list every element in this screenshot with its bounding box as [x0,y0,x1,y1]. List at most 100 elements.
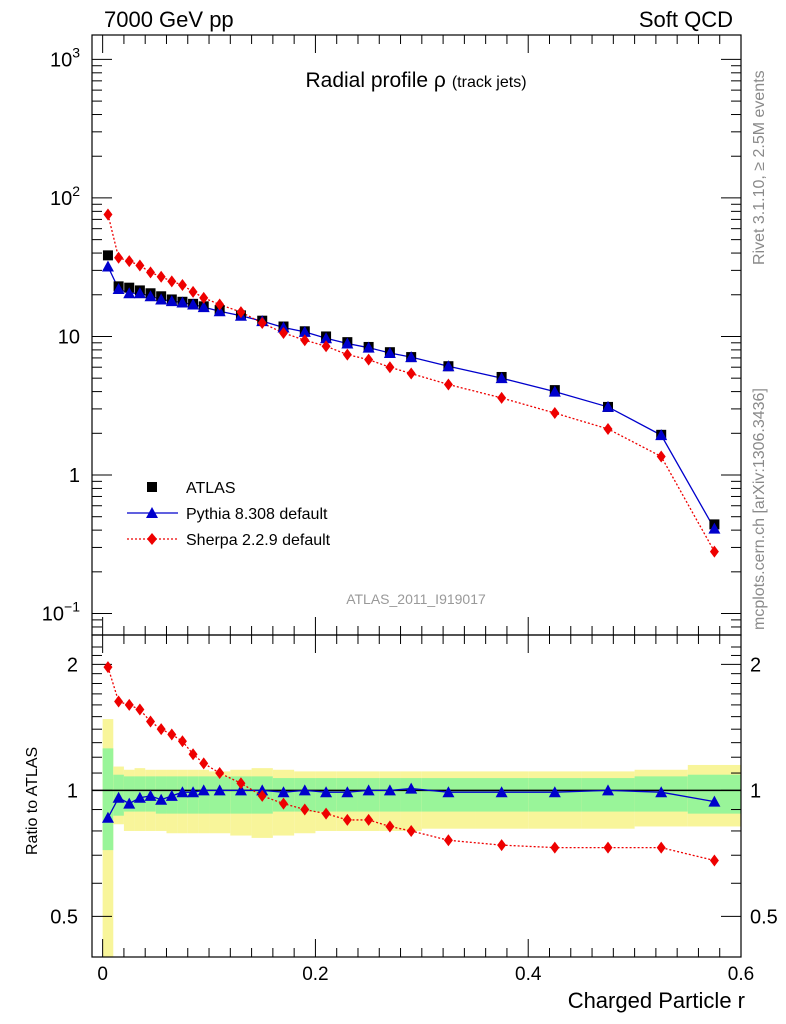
ratio-point-triangle [405,782,418,794]
legend-entry-atlas: ATLAS [147,480,236,497]
y-tick-label: 103 [50,44,80,71]
data-point-triangle [341,337,354,349]
ratio-point-diamond [342,813,352,826]
ratio-point-triangle [320,786,333,798]
data-series [101,208,721,867]
data-point-triangle [708,522,721,534]
ratio-point-triangle [123,797,136,809]
data-point-diamond [443,378,453,391]
ratio-point-triangle [341,786,354,798]
ratio-point-diamond [279,797,289,810]
data-point-triangle [144,290,157,302]
ratio-point-diamond [656,841,666,854]
data-point-diamond [497,391,507,404]
ratio-point-diamond [321,807,331,820]
data-point-diamond [342,348,352,361]
data-point-diamond [300,334,310,347]
data-point-diamond [188,285,198,298]
ratio-point-diamond [135,703,145,716]
data-point-diamond [236,306,246,319]
y-tick-label: 10−1 [42,599,80,626]
data-point-diamond [656,450,666,463]
data-point-diamond [279,326,289,339]
data-point-diamond [550,407,560,420]
ratio-point-triangle [708,795,721,807]
x-tick-label: 0.2 [302,964,328,985]
ratio-y-tick-label-right: 2 [750,654,761,676]
ratio-axis-title: Ratio to ATLAS [24,747,41,855]
chart-title-suffix: (track jets) [452,74,527,91]
ratio-point-triangle [165,789,178,801]
band-inner-bin [123,776,135,812]
y-tick-label-base: 10 [50,49,72,71]
legend-atlas-label: ATLAS [186,480,236,497]
data-point-triangle [548,385,561,397]
data-point-diamond [257,317,267,330]
ratio-y-tick-label: 1 [67,780,78,802]
legend-sherpa-marker [147,533,157,545]
data-point-triangle [495,372,508,384]
ratio-point-triangle [176,786,189,798]
data-point-diamond [124,255,134,268]
ratio-y-tick-label-right: 1 [750,780,761,802]
data-point-triangle [405,351,418,363]
ratio-point-diamond [443,834,453,847]
ratio-point-triangle [602,784,615,796]
ratio-point-triangle [442,786,455,798]
data-point-triangle [123,287,136,299]
data-point-diamond [385,361,395,374]
data-point-triangle [383,346,396,358]
ratio-panel-frame [91,634,742,958]
ratio-point-triangle [234,784,247,796]
ratio-point-diamond [199,757,209,770]
y-tick-label-exponent: 2 [72,183,80,199]
rivet-version-label: Rivet 3.1.10, ≥ 2.5M events [751,70,768,265]
band-inner-bin [687,774,741,814]
data-point-diamond [215,298,225,311]
ratio-point-triangle [495,786,508,798]
data-point-triangle [197,301,210,313]
y-tick-label: 10 [58,326,80,348]
legend-sherpa-label: Sherpa 2.2.9 default [186,532,331,549]
ratio-y-tick-label-right: 0.5 [750,906,778,928]
legend-atlas-marker [147,482,157,492]
ratio-point-triangle [548,786,561,798]
data-point-triangle [133,287,146,299]
ratio-point-triangle [298,784,311,796]
y-tick-label: 102 [50,183,80,210]
ratio-point-triangle [133,791,146,803]
ratio-point-triangle [144,789,157,801]
data-point-triangle [442,360,455,372]
data-point-triangle [165,295,178,307]
chart-title-main: Radial profile ρ [305,69,445,92]
data-point-square [102,250,113,261]
y-tick-label-base: 10 [58,326,80,348]
data-point-triangle [112,283,125,295]
ratio-point-diamond [364,813,374,826]
ratio-point-diamond [385,820,395,833]
ratio-y-tick-label: 0.5 [50,906,78,928]
data-point-diamond [167,275,177,288]
band-inner-bin [400,778,422,812]
ratio-point-triangle [112,791,125,803]
data-point-diamond [364,353,374,366]
data-point-diamond [103,208,113,221]
data-point-diamond [321,340,331,353]
ratio-point-diamond [603,841,613,854]
ratio-point-triangle [362,784,375,796]
header-left-label: 7000 GeV pp [104,7,234,32]
data-point-triangle [655,429,668,441]
ratio-point-diamond [709,854,719,867]
ratio-point-diamond [497,839,507,852]
ratio-point-diamond [146,715,156,728]
legend-pythia-marker [146,507,158,518]
analysis-tag: ATLAS_2011_I919017 [346,591,486,607]
y-tick-label: 1 [69,465,80,487]
mcplots-label: mcplots.cern.ch [arXiv:1306.3436] [751,388,768,630]
ratio-point-diamond [103,661,113,674]
data-point-diamond [135,259,145,272]
y-tick-label-exponent: −1 [64,599,80,615]
ratio-point-triangle [655,786,668,798]
ratio-point-diamond [188,748,198,761]
